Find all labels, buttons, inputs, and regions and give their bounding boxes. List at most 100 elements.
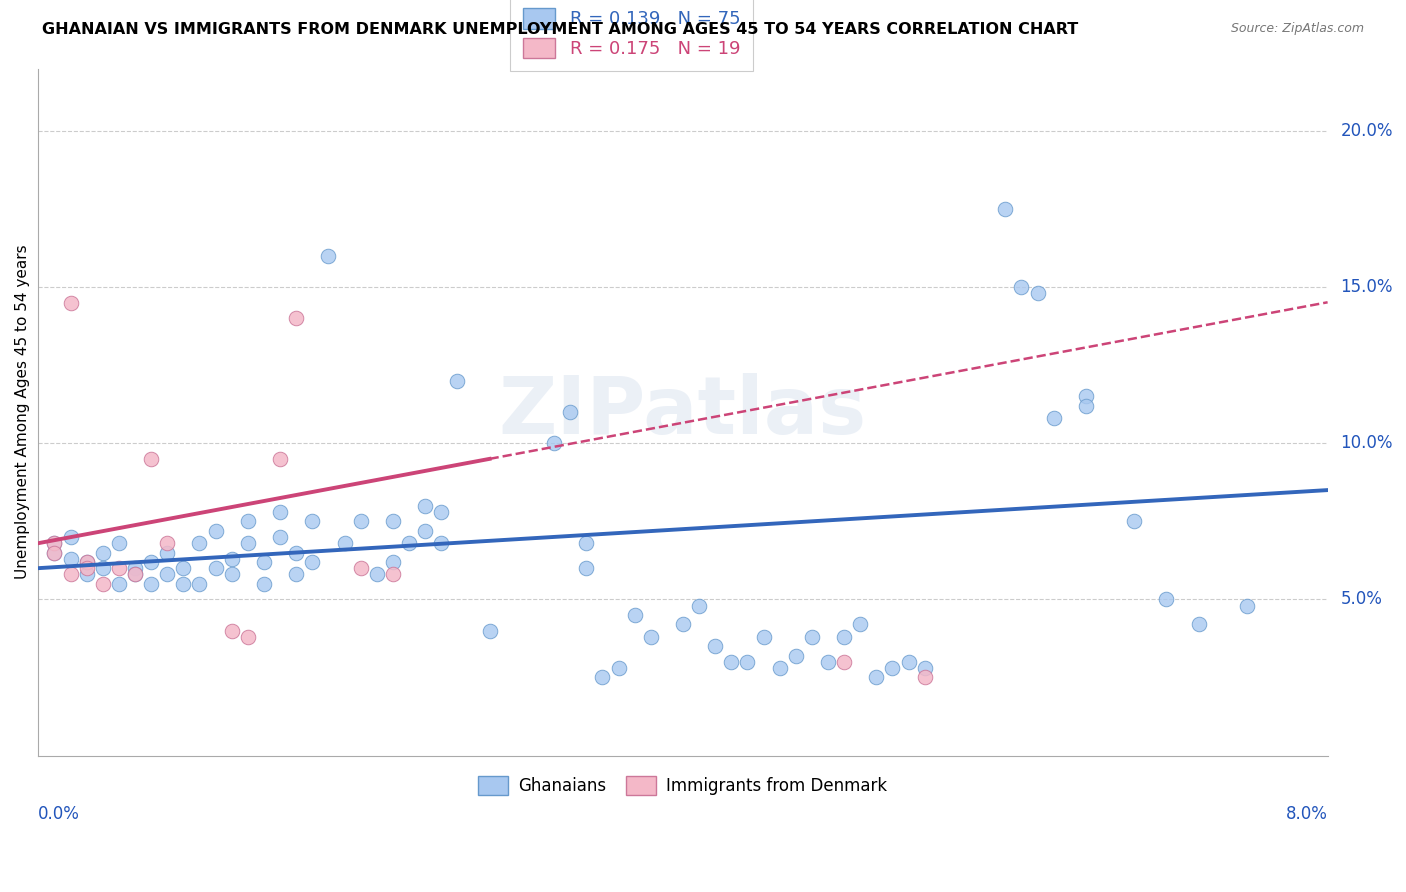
Point xyxy=(575,536,598,550)
Point xyxy=(720,655,742,669)
Point xyxy=(1074,399,1097,413)
Point xyxy=(59,530,82,544)
Point xyxy=(413,499,436,513)
Point xyxy=(301,514,323,528)
Point xyxy=(994,202,1017,216)
Point xyxy=(253,555,276,569)
Point xyxy=(1123,514,1146,528)
Point xyxy=(1074,389,1097,403)
Point xyxy=(350,514,373,528)
Point xyxy=(623,607,645,622)
Point xyxy=(560,405,582,419)
Point xyxy=(108,576,131,591)
Point xyxy=(381,514,404,528)
Text: 8.0%: 8.0% xyxy=(1285,805,1327,823)
Point xyxy=(236,514,259,528)
Point xyxy=(156,567,179,582)
Point xyxy=(236,630,259,644)
Point xyxy=(59,567,82,582)
Point xyxy=(832,630,855,644)
Point xyxy=(188,576,211,591)
Point xyxy=(591,670,613,684)
Point xyxy=(91,576,114,591)
Point xyxy=(76,555,98,569)
Point xyxy=(607,661,630,675)
Point xyxy=(704,639,727,653)
Point xyxy=(398,536,420,550)
Point xyxy=(1026,286,1049,301)
Point xyxy=(59,295,82,310)
Point xyxy=(446,374,468,388)
Point xyxy=(59,551,82,566)
Point xyxy=(478,624,501,638)
Point xyxy=(253,576,276,591)
Point xyxy=(1010,280,1032,294)
Point xyxy=(672,617,695,632)
Text: Source: ZipAtlas.com: Source: ZipAtlas.com xyxy=(1230,22,1364,36)
Point xyxy=(285,311,308,326)
Point xyxy=(350,561,373,575)
Point xyxy=(172,561,194,575)
Text: ZIPatlas: ZIPatlas xyxy=(499,373,868,451)
Point xyxy=(204,561,226,575)
Point xyxy=(285,545,308,559)
Point xyxy=(139,555,162,569)
Point xyxy=(800,630,823,644)
Point xyxy=(285,567,308,582)
Point xyxy=(221,624,243,638)
Point xyxy=(44,545,66,559)
Point xyxy=(124,567,146,582)
Point xyxy=(413,524,436,538)
Point xyxy=(124,567,146,582)
Point xyxy=(269,530,291,544)
Point xyxy=(76,561,98,575)
Point xyxy=(832,655,855,669)
Point xyxy=(882,661,904,675)
Text: 5.0%: 5.0% xyxy=(1340,591,1382,608)
Point xyxy=(769,661,792,675)
Point xyxy=(44,536,66,550)
Point xyxy=(785,648,807,663)
Point xyxy=(688,599,710,613)
Point xyxy=(333,536,356,550)
Point xyxy=(1042,411,1064,425)
Point xyxy=(269,505,291,519)
Point xyxy=(139,576,162,591)
Point xyxy=(44,536,66,550)
Point xyxy=(269,451,291,466)
Point xyxy=(897,655,920,669)
Point xyxy=(575,561,598,575)
Point xyxy=(1156,592,1178,607)
Point xyxy=(817,655,839,669)
Point xyxy=(752,630,775,644)
Point xyxy=(91,545,114,559)
Point xyxy=(430,505,453,519)
Point xyxy=(737,655,759,669)
Point xyxy=(139,451,162,466)
Point xyxy=(318,249,340,263)
Point xyxy=(124,561,146,575)
Point xyxy=(430,536,453,550)
Point xyxy=(236,536,259,550)
Text: 20.0%: 20.0% xyxy=(1340,122,1393,140)
Point xyxy=(156,536,179,550)
Point xyxy=(108,561,131,575)
Point xyxy=(188,536,211,550)
Point xyxy=(865,670,887,684)
Point xyxy=(91,561,114,575)
Y-axis label: Unemployment Among Ages 45 to 54 years: Unemployment Among Ages 45 to 54 years xyxy=(15,244,30,579)
Point xyxy=(1236,599,1258,613)
Point xyxy=(221,567,243,582)
Point xyxy=(1188,617,1211,632)
Point xyxy=(76,567,98,582)
Point xyxy=(108,536,131,550)
Point xyxy=(156,545,179,559)
Point xyxy=(381,555,404,569)
Point xyxy=(172,576,194,591)
Point xyxy=(849,617,872,632)
Text: GHANAIAN VS IMMIGRANTS FROM DENMARK UNEMPLOYMENT AMONG AGES 45 TO 54 YEARS CORRE: GHANAIAN VS IMMIGRANTS FROM DENMARK UNEM… xyxy=(42,22,1078,37)
Point xyxy=(221,551,243,566)
Point xyxy=(543,436,565,450)
Legend: Ghanaians, Immigrants from Denmark: Ghanaians, Immigrants from Denmark xyxy=(471,770,894,802)
Point xyxy=(76,555,98,569)
